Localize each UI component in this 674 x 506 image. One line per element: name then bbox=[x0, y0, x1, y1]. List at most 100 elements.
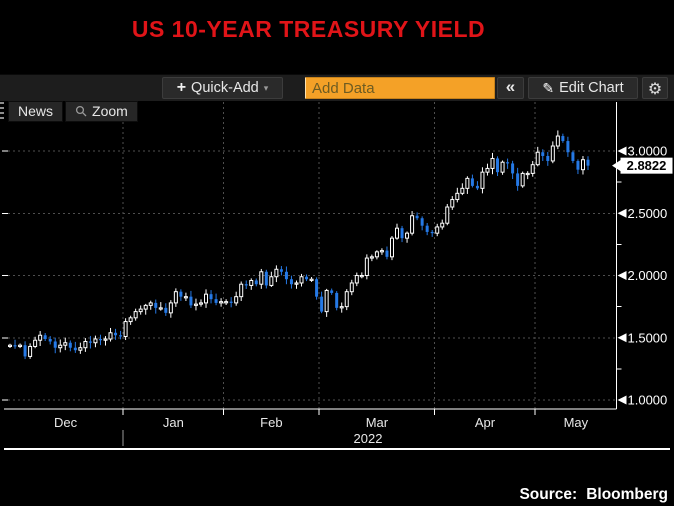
candle-down bbox=[164, 307, 168, 313]
candle-down bbox=[561, 136, 565, 142]
candle-up bbox=[359, 275, 364, 278]
y-tick-arrow bbox=[617, 208, 627, 218]
candle-down bbox=[229, 301, 233, 303]
candle-down bbox=[284, 271, 288, 280]
quick-add-button[interactable]: + Quick-Add ▾ bbox=[162, 77, 283, 99]
candle-up bbox=[349, 282, 354, 293]
candle-down bbox=[571, 152, 575, 161]
y-tick-arrow bbox=[617, 333, 627, 343]
candle-down bbox=[189, 296, 193, 306]
candle-down bbox=[546, 155, 550, 161]
y-axis-label: 2.0000 bbox=[628, 268, 668, 283]
candle-up bbox=[395, 227, 400, 239]
gear-icon: ⚙ bbox=[647, 78, 663, 98]
candle-down bbox=[511, 163, 515, 174]
candle-down bbox=[506, 162, 510, 164]
candle-up bbox=[224, 301, 229, 304]
candle-up bbox=[143, 304, 148, 310]
add-data-input[interactable] bbox=[305, 77, 495, 99]
collapse-panel-button[interactable]: « bbox=[497, 77, 524, 99]
candle-up bbox=[480, 171, 485, 189]
candle-down bbox=[330, 290, 334, 293]
candle-down bbox=[53, 341, 57, 348]
candle-up bbox=[440, 222, 445, 228]
candle-up bbox=[309, 278, 314, 281]
candle-up bbox=[580, 159, 585, 171]
y-axis-label: 1.5000 bbox=[628, 330, 668, 345]
edit-chart-button[interactable]: ✎ Edit Chart bbox=[528, 77, 638, 99]
zoom-button[interactable]: Zoom bbox=[65, 100, 138, 122]
candle-up bbox=[38, 334, 43, 341]
candle-down bbox=[576, 160, 580, 170]
candle-down bbox=[154, 302, 158, 308]
candle-up bbox=[344, 291, 349, 308]
candle-up bbox=[28, 345, 33, 357]
candle-up bbox=[405, 232, 410, 239]
candle-up bbox=[158, 307, 163, 310]
candle-down bbox=[23, 345, 27, 357]
candle-up bbox=[8, 344, 12, 347]
candle-up bbox=[369, 256, 374, 259]
candle-down bbox=[425, 225, 429, 232]
candle-up bbox=[354, 275, 359, 284]
candle-up bbox=[173, 291, 178, 304]
candle-down bbox=[335, 292, 339, 308]
candle-up bbox=[410, 215, 415, 234]
candle-down bbox=[48, 338, 52, 342]
x-axis-month-label: Dec bbox=[54, 415, 78, 430]
candle-down bbox=[114, 332, 118, 336]
chart-button-row: News Zoom bbox=[0, 100, 138, 122]
settings-button[interactable]: ⚙ bbox=[642, 77, 668, 99]
x-axis-month-label: Feb bbox=[260, 415, 282, 430]
source-label: Source: bbox=[519, 486, 578, 503]
candle-up bbox=[379, 250, 384, 253]
candle-down bbox=[305, 276, 309, 280]
candle-up bbox=[525, 172, 530, 176]
news-button[interactable]: News bbox=[8, 100, 64, 122]
candle-up bbox=[193, 303, 198, 306]
candle-up bbox=[460, 187, 465, 194]
candle-down bbox=[586, 159, 590, 166]
quick-add-label: Quick-Add bbox=[191, 80, 259, 96]
candle-down bbox=[541, 152, 545, 156]
candle-up bbox=[239, 283, 244, 298]
candle-up bbox=[520, 172, 525, 187]
candle-up bbox=[500, 161, 505, 173]
candle-down bbox=[470, 178, 474, 186]
candle-up bbox=[485, 167, 490, 173]
candle-up bbox=[389, 237, 394, 258]
y-tick-arrow bbox=[617, 395, 627, 405]
candle-down bbox=[254, 280, 258, 285]
candle-up bbox=[555, 135, 560, 147]
x-axis-month-label: Mar bbox=[366, 415, 389, 430]
candle-up bbox=[374, 251, 379, 258]
pencil-icon: ✎ bbox=[542, 79, 555, 96]
candle-down bbox=[244, 284, 248, 286]
candle-up bbox=[339, 306, 344, 309]
candle-up bbox=[133, 311, 138, 319]
source-attribution: Source: Bloomberg bbox=[519, 486, 668, 504]
candle-down bbox=[88, 341, 92, 343]
candle-up bbox=[294, 282, 299, 285]
y-tick-arrow bbox=[617, 146, 627, 156]
candle-up bbox=[530, 164, 535, 174]
candle-down bbox=[68, 342, 72, 348]
candle-up bbox=[450, 199, 455, 208]
candle-down bbox=[209, 294, 213, 300]
candle-up bbox=[103, 338, 108, 341]
plus-icon: + bbox=[176, 79, 187, 96]
candle-down bbox=[385, 250, 389, 257]
candle-up bbox=[198, 302, 203, 305]
zoom-label: Zoom bbox=[92, 103, 128, 119]
candle-down bbox=[73, 347, 77, 351]
candle-up bbox=[108, 332, 113, 340]
candle-up bbox=[490, 157, 495, 169]
candle-down bbox=[496, 158, 500, 173]
candle-up bbox=[219, 301, 224, 304]
candle-up bbox=[324, 289, 329, 313]
edit-chart-label: Edit Chart bbox=[559, 80, 624, 96]
candle-up bbox=[299, 276, 304, 284]
candle-up bbox=[249, 279, 254, 286]
drag-handle-icon[interactable] bbox=[0, 102, 4, 120]
